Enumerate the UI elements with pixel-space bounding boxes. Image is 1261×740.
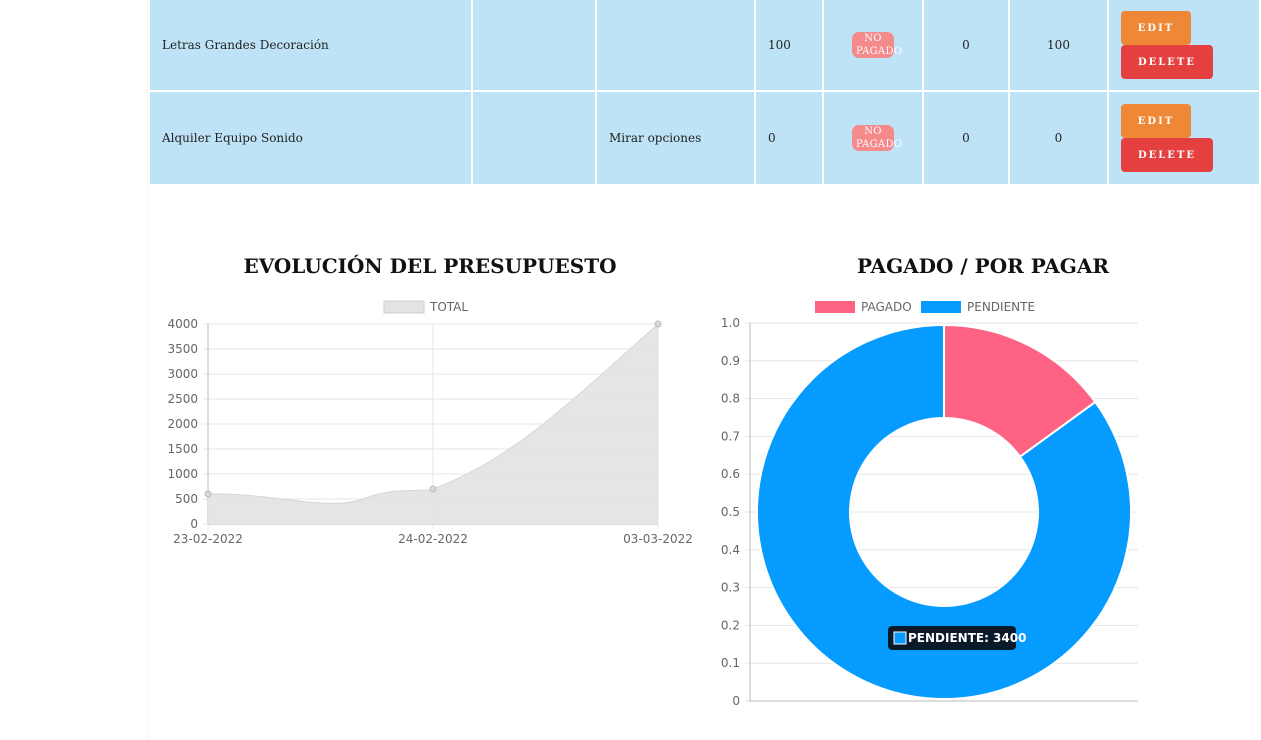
y-tick-label: 2500 [167, 392, 198, 406]
item-name: Alquiler Equipo Sonido [148, 90, 473, 186]
item-status-cell: NO PAGADO [822, 0, 924, 92]
y-tick-label: 1.0 [721, 316, 740, 330]
item-actions: EDIT DELETE [1107, 90, 1261, 186]
series-line-total [207, 323, 659, 504]
x-tick-label: 24-02-2022 [398, 532, 468, 546]
donut-slice-pagado [943, 323, 1097, 459]
edit-button[interactable]: EDIT [1121, 104, 1191, 138]
tooltip-box [888, 626, 1016, 650]
y-tick-label: 0.8 [721, 392, 740, 406]
paid-chart-title: PAGADO / POR PAGAR [856, 254, 1110, 278]
y-tick-label: 0.9 [721, 354, 740, 368]
legend-label-total: TOTAL [429, 300, 468, 314]
y-tick-label: 3500 [167, 342, 198, 356]
item-notes [595, 0, 756, 92]
paid-pending-chart[interactable]: PAGADO PENDIENTE 0 0.1 0.2 0.3 0.4 0.5 0.6 0.7 0.8… [710, 295, 1150, 715]
tooltip: PENDIENTE: 3400 [888, 626, 1026, 650]
evolution-chart-title: EVOLUCIÓN DEL PRESUPUESTO [243, 254, 617, 278]
evolution-chart: TOTAL 0 500 1000 1500 2000 2500 3000 3500 4000 23-… [167, 300, 693, 546]
y-tick-label: 0.5 [721, 505, 740, 519]
legend-label-pagado: PAGADO [861, 300, 912, 314]
area-fill-total [208, 324, 658, 524]
status-badge: NO PAGADO [852, 125, 902, 151]
item-name: Letras Grandes Decoración [148, 0, 473, 92]
table-row: Alquiler Equipo Sonido Mirar opciones 0 … [148, 90, 1261, 186]
y-tick-label: 0 [190, 517, 198, 531]
legend-swatch-pendiente [921, 301, 961, 313]
legend-swatch-total [383, 300, 425, 314]
item-provider [471, 0, 597, 92]
budget-table: Letras Grandes Decoración 100 NO PAGADO … [148, 0, 1261, 186]
x-tick-label: 23-02-2022 [173, 532, 243, 546]
legend-label-pendiente: PENDIENTE [967, 300, 1035, 314]
main-content: Letras Grandes Decoración 100 NO PAGADO … [148, 0, 1261, 740]
data-point-total [204, 490, 212, 498]
data-point-total [654, 320, 662, 328]
item-cost: 100 [754, 0, 824, 92]
x-tick-label: 03-03-2022 [623, 532, 693, 546]
item-paid: 0 [922, 90, 1010, 186]
item-notes: Mirar opciones [595, 90, 756, 186]
item-cost: 0 [754, 90, 824, 186]
left-gutter [0, 0, 147, 740]
item-pending: 100 [1008, 0, 1109, 92]
item-pending: 0 [1008, 90, 1109, 186]
y-tick-label: 0.4 [721, 543, 740, 557]
donut-slice-pendiente [756, 323, 1132, 700]
y-tick-label: 1500 [167, 442, 198, 456]
data-point-total [429, 485, 437, 493]
y-tick-label: 2000 [167, 417, 198, 431]
y-tick-label: 0.2 [721, 618, 740, 632]
legend-swatch-pagado [815, 301, 855, 313]
item-provider [471, 90, 597, 186]
delete-button[interactable]: DELETE [1121, 45, 1213, 79]
y-tick-label: 500 [175, 492, 198, 506]
y-tick-label: 0 [732, 694, 740, 708]
y-tick-label: 4000 [167, 317, 198, 331]
y-tick-label: 0.7 [721, 429, 740, 443]
y-tick-label: 0.1 [721, 656, 740, 670]
y-tick-label: 3000 [167, 367, 198, 381]
y-tick-label: 0.3 [721, 581, 740, 595]
item-paid: 0 [922, 0, 1010, 92]
y-tick-label: 0.6 [721, 467, 740, 481]
edit-button[interactable]: EDIT [1121, 11, 1191, 45]
item-actions: EDIT DELETE [1107, 0, 1261, 92]
delete-button[interactable]: DELETE [1121, 138, 1213, 172]
tooltip-label: PENDIENTE: 3400 [908, 631, 1026, 645]
table-row: Letras Grandes Decoración 100 NO PAGADO … [148, 0, 1261, 92]
status-badge: NO PAGADO [852, 32, 902, 58]
tooltip-swatch [893, 631, 907, 645]
item-status-cell: NO PAGADO [822, 90, 924, 186]
y-tick-label: 1000 [167, 467, 198, 481]
